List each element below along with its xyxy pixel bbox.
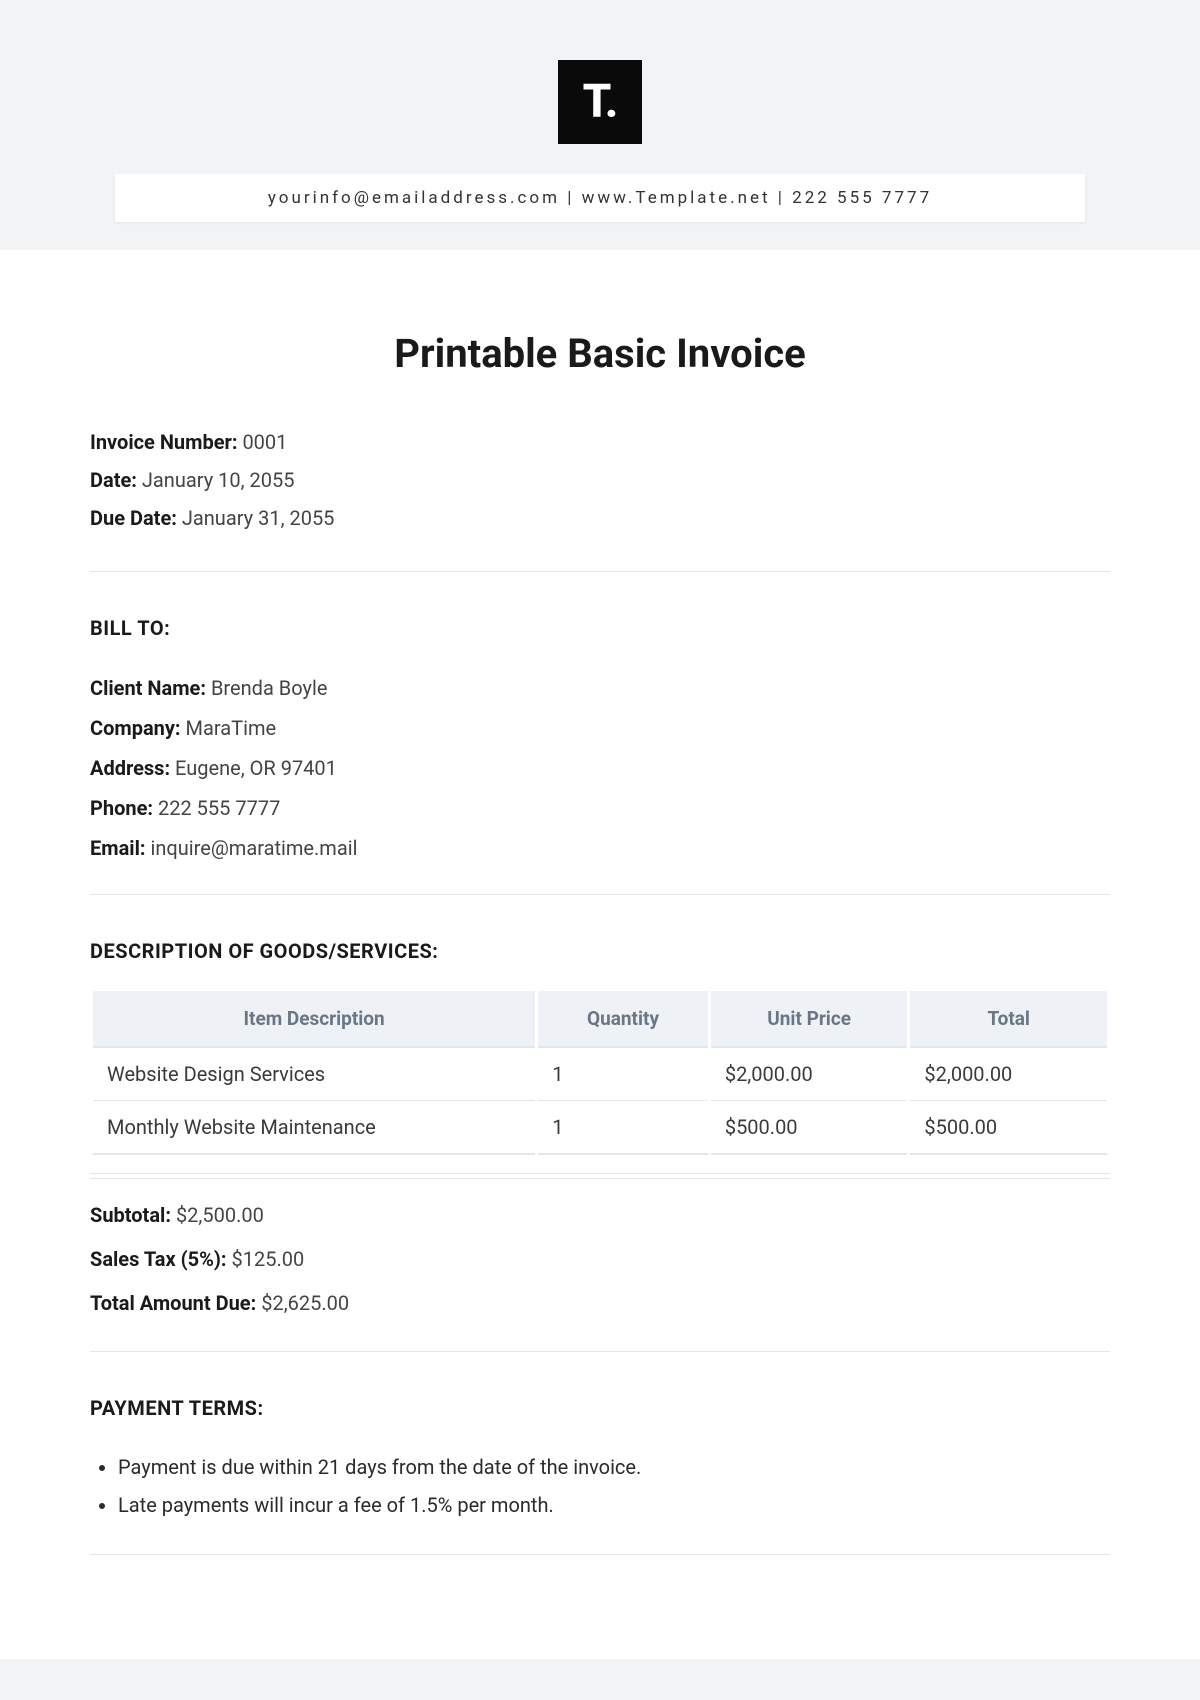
- cell-total: $500.00: [910, 1101, 1107, 1155]
- invoice-date-label: Date:: [90, 468, 137, 492]
- tax-value: $125.00: [231, 1247, 304, 1271]
- bill-to-section: BILL TO: Client Name: Brenda Boyle Compa…: [90, 616, 1110, 868]
- table-row: Monthly Website Maintenance 1 $500.00 $5…: [93, 1101, 1107, 1155]
- total-due-line: Total Amount Due: $2,625.00: [90, 1281, 1110, 1325]
- cell-quantity: 1: [538, 1048, 708, 1101]
- payment-terms-heading: PAYMENT TERMS:: [90, 1396, 1110, 1420]
- cell-quantity: 1: [538, 1101, 708, 1155]
- payment-terms-section: PAYMENT TERMS: Payment is due within 21 …: [90, 1396, 1110, 1524]
- divider: [90, 1554, 1110, 1555]
- email-value: inquire@maratime.mail: [150, 836, 357, 860]
- phone-label: Phone:: [90, 796, 153, 820]
- total-due-value: $2,625.00: [261, 1291, 349, 1315]
- total-due-label: Total Amount Due:: [90, 1291, 256, 1315]
- address-line: Address: Eugene, OR 97401: [90, 748, 1110, 788]
- header-region: T. yourinfo@emailaddress.com | www.Templ…: [0, 0, 1200, 222]
- table-bottom-rule: [90, 1173, 1110, 1179]
- items-table-body: Website Design Services 1 $2,000.00 $2,0…: [93, 1048, 1107, 1155]
- company-label: Company:: [90, 716, 181, 740]
- client-name-label: Client Name:: [90, 676, 206, 700]
- totals-block: Subtotal: $2,500.00 Sales Tax (5%): $125…: [90, 1193, 1110, 1325]
- company-value: MaraTime: [186, 716, 277, 740]
- table-header-row: Item Description Quantity Unit Price Tot…: [93, 991, 1107, 1048]
- bill-to-heading: BILL TO:: [90, 616, 1110, 640]
- tax-line: Sales Tax (5%): $125.00: [90, 1237, 1110, 1281]
- subtotal-line: Subtotal: $2,500.00: [90, 1193, 1110, 1237]
- table-row: Website Design Services 1 $2,000.00 $2,0…: [93, 1048, 1107, 1101]
- address-label: Address:: [90, 756, 170, 780]
- items-section: DESCRIPTION OF GOODS/SERVICES: Item Desc…: [90, 939, 1110, 1325]
- contact-bar: yourinfo@emailaddress.com | www.Template…: [115, 174, 1085, 222]
- divider: [90, 1351, 1110, 1352]
- email-line: Email: inquire@maratime.mail: [90, 828, 1110, 868]
- phone-value: 222 555 7777: [158, 796, 280, 820]
- document-body: Printable Basic Invoice Invoice Number: …: [0, 250, 1200, 1659]
- client-name-line: Client Name: Brenda Boyle: [90, 668, 1110, 708]
- list-item: Payment is due within 21 days from the d…: [118, 1448, 1110, 1486]
- items-table: Item Description Quantity Unit Price Tot…: [90, 991, 1110, 1155]
- cell-description: Monthly Website Maintenance: [93, 1101, 535, 1155]
- invoice-due-line: Due Date: January 31, 2055: [90, 499, 1110, 537]
- invoice-number-line: Invoice Number: 0001: [90, 423, 1110, 461]
- phone-line: Phone: 222 555 7777: [90, 788, 1110, 828]
- logo: T.: [558, 60, 642, 144]
- page-title: Printable Basic Invoice: [90, 330, 1110, 377]
- items-heading: DESCRIPTION OF GOODS/SERVICES:: [90, 939, 1110, 963]
- cell-unit-price: $2,000.00: [711, 1048, 908, 1101]
- invoice-meta: Invoice Number: 0001 Date: January 10, 2…: [90, 423, 1110, 537]
- cell-unit-price: $500.00: [711, 1101, 908, 1155]
- invoice-due-label: Due Date:: [90, 506, 177, 530]
- logo-wrap: T.: [0, 60, 1200, 144]
- cell-total: $2,000.00: [910, 1048, 1107, 1101]
- col-item-description: Item Description: [93, 991, 535, 1048]
- col-total: Total: [910, 991, 1107, 1048]
- invoice-date-line: Date: January 10, 2055: [90, 461, 1110, 499]
- tax-label: Sales Tax (5%):: [90, 1247, 227, 1271]
- email-label: Email:: [90, 836, 146, 860]
- subtotal-label: Subtotal:: [90, 1203, 171, 1227]
- invoice-due-value: January 31, 2055: [182, 506, 335, 530]
- list-item: Late payments will incur a fee of 1.5% p…: [118, 1486, 1110, 1524]
- address-value: Eugene, OR 97401: [175, 756, 337, 780]
- col-quantity: Quantity: [538, 991, 708, 1048]
- client-name-value: Brenda Boyle: [211, 676, 327, 700]
- divider: [90, 571, 1110, 572]
- col-unit-price: Unit Price: [711, 991, 908, 1048]
- divider: [90, 894, 1110, 895]
- invoice-number-label: Invoice Number:: [90, 430, 237, 454]
- payment-terms-list: Payment is due within 21 days from the d…: [90, 1448, 1110, 1524]
- company-line: Company: MaraTime: [90, 708, 1110, 748]
- invoice-date-value: January 10, 2055: [142, 468, 295, 492]
- cell-description: Website Design Services: [93, 1048, 535, 1101]
- invoice-number-value: 0001: [242, 430, 287, 454]
- subtotal-value: $2,500.00: [176, 1203, 264, 1227]
